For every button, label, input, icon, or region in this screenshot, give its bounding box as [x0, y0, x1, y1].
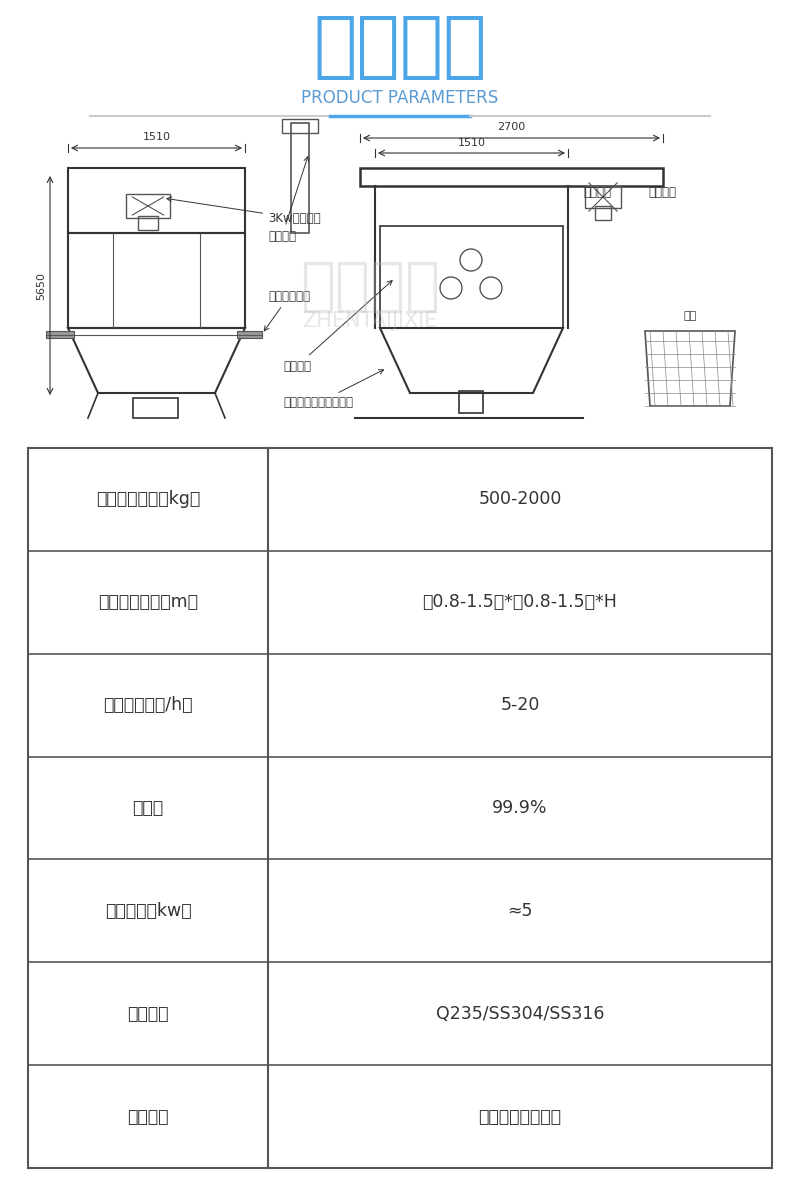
Text: 产品参数: 产品参数	[314, 13, 486, 83]
Text: PRODUCT PARAMETERS: PRODUCT PARAMETERS	[302, 89, 498, 106]
Bar	[68, 167, 245, 233]
Bar	[68, 233, 245, 328]
Text: 1510: 1510	[142, 132, 170, 142]
Bar	[138, 216, 158, 230]
Bar	[380, 226, 563, 328]
Text: 500-2000: 500-2000	[478, 490, 562, 508]
Text: 起重电机: 起重电机	[648, 185, 676, 199]
Text: Q235/SS304/SS316: Q235/SS304/SS316	[436, 1005, 604, 1023]
Text: 额定功率（kw）: 额定功率（kw）	[105, 902, 191, 920]
Text: 1510: 1510	[458, 138, 486, 148]
Text: ≈5: ≈5	[507, 902, 533, 920]
Text: 振泰机械: 振泰机械	[300, 257, 440, 315]
Bar	[133, 398, 178, 417]
Bar	[291, 123, 309, 233]
Text: 适用吨袋尺寸（m）: 适用吨袋尺寸（m）	[98, 593, 198, 611]
Text: 99.9%: 99.9%	[492, 799, 548, 817]
Bar	[459, 391, 483, 413]
Text: 整机体积: 整机体积	[127, 1107, 169, 1125]
Bar	[237, 331, 262, 338]
Text: 设备材质: 设备材质	[127, 1005, 169, 1023]
Bar	[360, 167, 663, 187]
Bar	[28, 448, 772, 1168]
Text: 起吸系统: 起吸系统	[583, 185, 611, 199]
Text: 适用吨袋规格（kg）: 适用吨袋规格（kg）	[96, 490, 200, 508]
Text: 拆袋速度（袋/h）: 拆袋速度（袋/h）	[103, 696, 193, 714]
Text: 5650: 5650	[36, 271, 46, 299]
Bar	[46, 331, 74, 338]
Text: （0.8-1.5）*（0.8-1.5）*H: （0.8-1.5）*（0.8-1.5）*H	[422, 593, 618, 611]
Bar	[595, 206, 611, 220]
Text: 5-20: 5-20	[500, 696, 540, 714]
Text: 3Kw离心风机: 3Kw离心风机	[167, 197, 321, 225]
Text: 手动解袋装置及观察口: 手动解袋装置及观察口	[283, 370, 383, 409]
Text: 拆净率: 拆净率	[133, 799, 163, 817]
Text: 2700: 2700	[498, 122, 526, 132]
Bar	[282, 118, 318, 133]
Text: ZHENTAIJIXIE: ZHENTAIJIXIE	[302, 311, 438, 331]
Text: 吨袋拍打装置: 吨袋拍打装置	[264, 289, 310, 331]
Bar	[126, 194, 170, 218]
Bar	[585, 187, 621, 208]
Text: 除尘系统: 除尘系统	[268, 157, 309, 243]
Text: 吨袋: 吨袋	[683, 311, 697, 321]
Text: 根据客户要求定制: 根据客户要求定制	[478, 1107, 562, 1125]
Text: 投料格栋: 投料格栋	[283, 281, 392, 372]
